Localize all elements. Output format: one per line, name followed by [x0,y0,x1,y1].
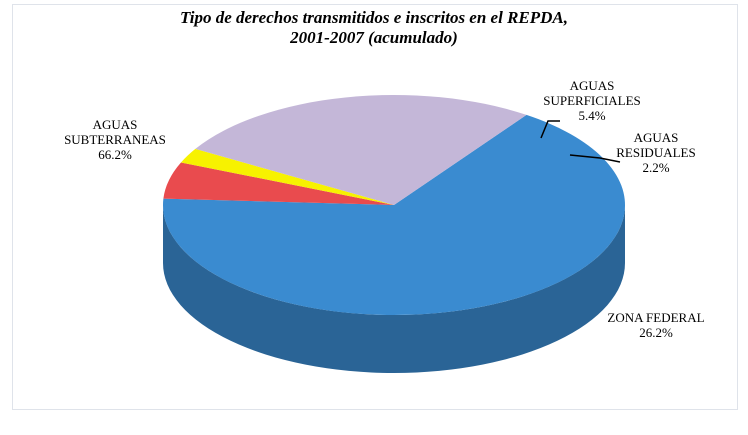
data-label: AGUAS SUBTERRANEAS 66.2% [45,117,185,162]
pie-slice [162,114,625,315]
leader-line [540,120,560,139]
chart-title: Tipo de derechos transmitidos e inscrito… [179,8,569,47]
value-label: 26.2% [639,325,673,340]
leader-line [569,154,621,163]
chart-frame [12,4,738,410]
pie-slice [163,162,394,205]
category-label: ZONA FEDERAL [607,310,705,325]
category-label: AGUAS RESIDUALES [616,130,696,160]
value-label: 2.2% [642,160,670,175]
pie-slice [180,148,394,205]
category-label: AGUAS SUPERFICIALES [543,78,641,108]
value-label: 5.4% [578,108,606,123]
data-label: ZONA FEDERAL 26.2% [591,310,721,340]
data-label: AGUAS RESIDUALES 2.2% [601,130,711,175]
slice-side [163,205,625,373]
data-label: AGUAS SUPERFICIALES 5.4% [532,78,652,123]
pie-slice [195,95,527,205]
category-label: AGUAS SUBTERRANEAS [64,117,166,147]
value-label: 66.2% [98,147,132,162]
